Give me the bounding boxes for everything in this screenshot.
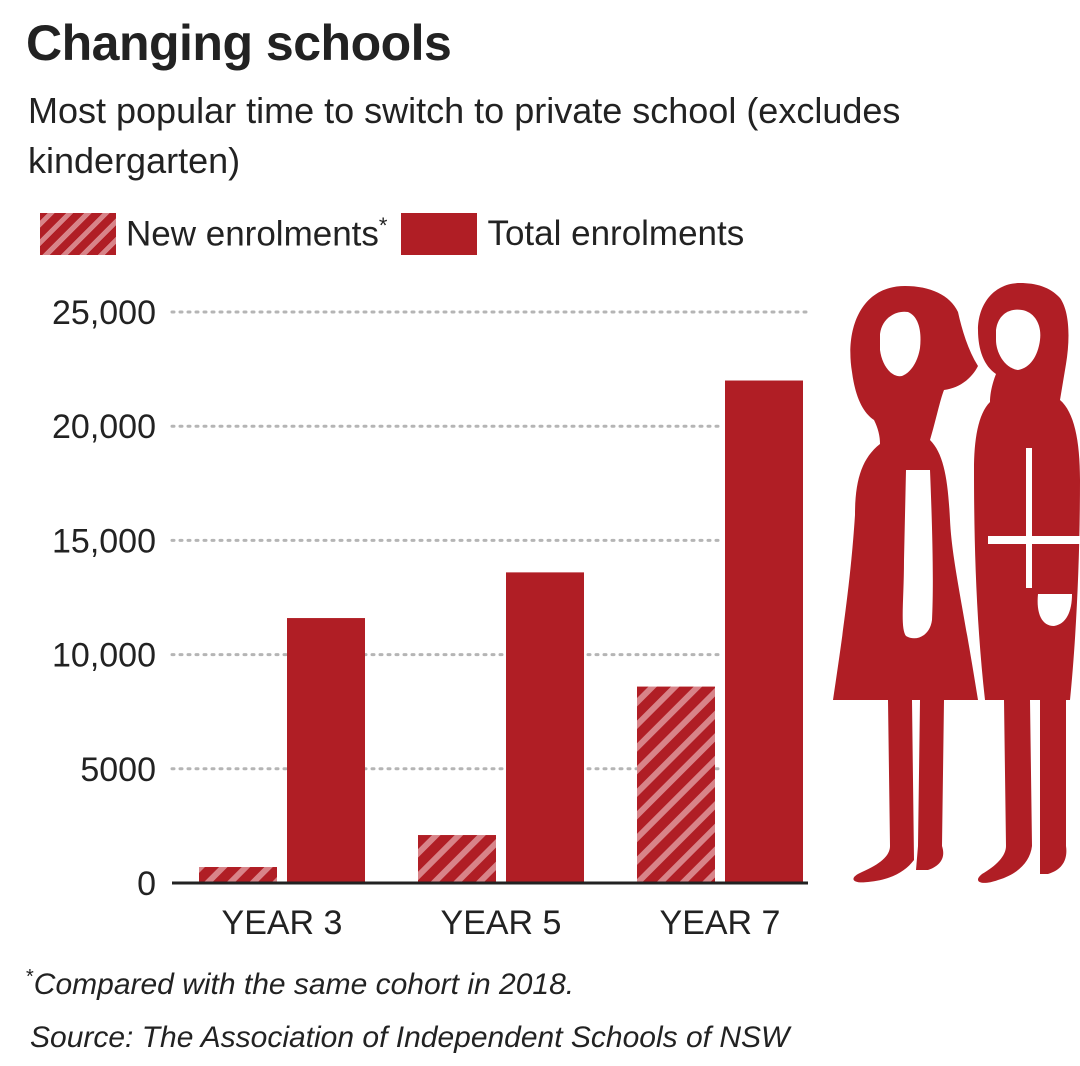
- chart-title: Changing schools: [26, 15, 452, 71]
- footnote: *Compared with the same cohort in 2018.: [26, 966, 575, 1001]
- bar-new-enrolments: [418, 835, 496, 883]
- bar-new-enrolments: [637, 686, 715, 883]
- legend-swatch-total: [401, 213, 478, 255]
- bars: [199, 380, 803, 883]
- gridlines: [170, 310, 810, 771]
- legend-label-new: New enrolments*: [126, 213, 388, 254]
- x-category-label: YEAR 7: [660, 904, 781, 942]
- bar-total-enrolments: [506, 572, 584, 883]
- legend-swatch-new: [40, 213, 116, 255]
- source-note: Source: The Association of Independent S…: [30, 1021, 790, 1054]
- legend-label-total: Total enrolments: [487, 214, 745, 253]
- silhouette-cutouts: [880, 309, 1080, 639]
- students-silhouette-icon: [833, 283, 1080, 883]
- y-tick-label: 20,000: [52, 408, 156, 446]
- x-category-label: YEAR 5: [441, 904, 562, 942]
- y-tick-label: 10,000: [52, 637, 156, 675]
- y-tick-label: 25,000: [52, 294, 156, 332]
- x-category-label: YEAR 3: [222, 904, 343, 942]
- bar-new-enrolments: [199, 867, 277, 883]
- y-tick-label: 15,000: [52, 522, 156, 560]
- x-axis-labels: YEAR 3 YEAR 5 YEAR 7: [222, 904, 781, 942]
- bar-total-enrolments: [287, 618, 365, 883]
- y-tick-label: 5000: [80, 751, 156, 789]
- y-tick-label: 0: [137, 865, 156, 903]
- y-axis-ticks: 0 5000 10,000 15,000 20,000 25,000: [52, 294, 156, 903]
- bar-total-enrolments: [725, 380, 803, 883]
- chart-subtitle: Most popular time to switch to private s…: [28, 90, 901, 181]
- legend: New enrolments* Total enrolments: [40, 212, 744, 256]
